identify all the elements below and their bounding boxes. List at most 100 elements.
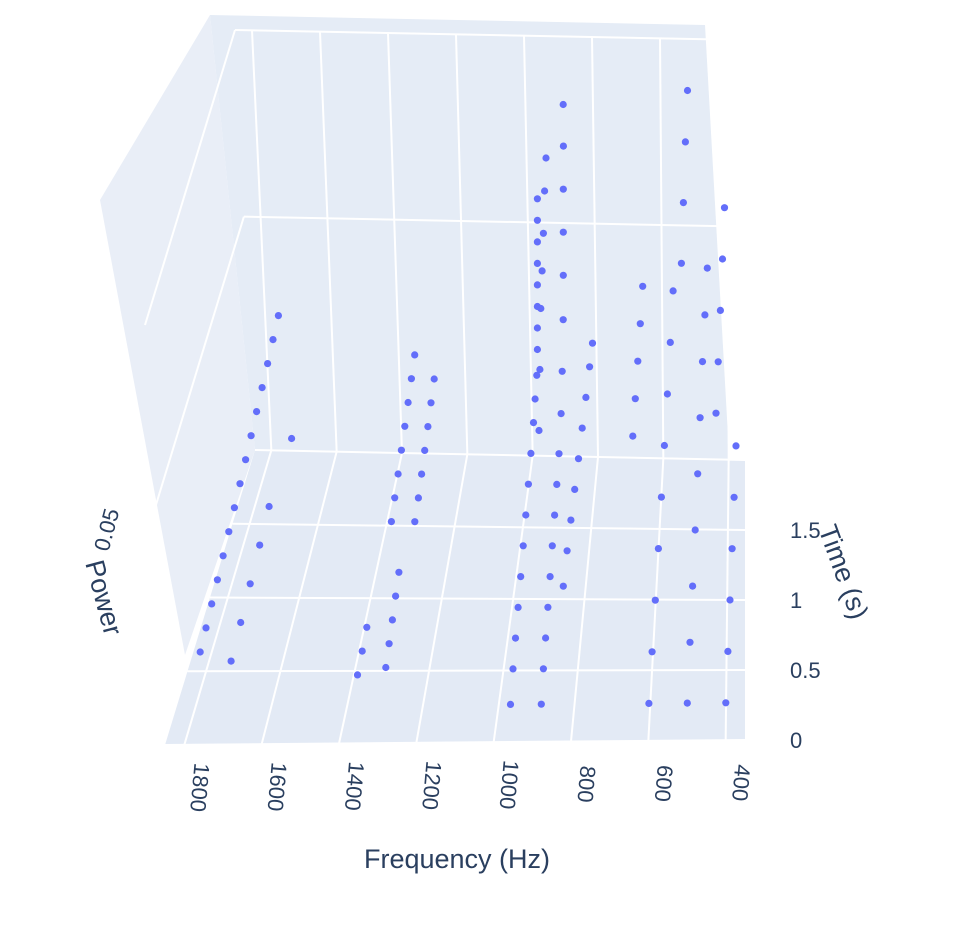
- data-point[interactable]: [527, 449, 535, 457]
- data-point[interactable]: [529, 419, 538, 427]
- data-point[interactable]: [724, 647, 732, 656]
- data-point[interactable]: [404, 398, 412, 407]
- data-point[interactable]: [696, 414, 704, 422]
- data-point[interactable]: [542, 154, 550, 162]
- data-point[interactable]: [574, 455, 583, 463]
- data-point[interactable]: [567, 516, 575, 524]
- data-point[interactable]: [694, 470, 702, 478]
- data-point[interactable]: [557, 410, 565, 418]
- data-point[interactable]: [559, 100, 567, 109]
- data-point[interactable]: [634, 357, 642, 365]
- data-point[interactable]: [353, 671, 362, 679]
- data-point[interactable]: [411, 351, 419, 359]
- data-point[interactable]: [686, 638, 694, 646]
- data-point[interactable]: [253, 408, 261, 416]
- data-point[interactable]: [363, 623, 371, 631]
- data-point[interactable]: [537, 700, 545, 708]
- data-point[interactable]: [385, 640, 393, 648]
- data-point[interactable]: [358, 647, 366, 655]
- data-point[interactable]: [648, 648, 656, 656]
- data-point[interactable]: [411, 518, 419, 526]
- data-point[interactable]: [716, 306, 725, 314]
- data-point[interactable]: [535, 426, 543, 435]
- data-point[interactable]: [582, 393, 590, 401]
- data-point[interactable]: [230, 504, 238, 512]
- data-point[interactable]: [394, 470, 402, 478]
- data-point[interactable]: [387, 518, 395, 526]
- data-point[interactable]: [553, 480, 561, 488]
- data-point[interactable]: [555, 450, 563, 458]
- data-point[interactable]: [225, 528, 233, 536]
- data-point[interactable]: [237, 618, 245, 627]
- data-point[interactable]: [720, 204, 729, 212]
- data-point[interactable]: [559, 582, 567, 590]
- data-point[interactable]: [382, 663, 390, 672]
- data-point[interactable]: [264, 360, 272, 368]
- data-point[interactable]: [533, 324, 542, 332]
- data-point[interactable]: [712, 409, 720, 417]
- data-point[interactable]: [571, 485, 579, 493]
- data-point[interactable]: [588, 339, 597, 347]
- data-point[interactable]: [288, 434, 296, 443]
- data-point[interactable]: [683, 86, 692, 95]
- data-point[interactable]: [430, 375, 438, 383]
- data-point[interactable]: [691, 526, 699, 534]
- data-point[interactable]: [265, 502, 273, 511]
- data-point[interactable]: [517, 573, 525, 581]
- data-point[interactable]: [388, 616, 396, 624]
- data-point[interactable]: [639, 282, 647, 290]
- data-point[interactable]: [219, 552, 227, 560]
- data-point[interactable]: [247, 432, 255, 440]
- data-point[interactable]: [666, 338, 674, 346]
- data-point[interactable]: [657, 493, 666, 501]
- data-point[interactable]: [227, 657, 235, 665]
- data-point[interactable]: [541, 187, 549, 195]
- data-point[interactable]: [539, 229, 548, 237]
- data-point[interactable]: [651, 596, 659, 604]
- data-point[interactable]: [391, 494, 399, 502]
- data-point[interactable]: [414, 494, 422, 502]
- data-point[interactable]: [196, 648, 204, 656]
- data-point[interactable]: [660, 441, 669, 450]
- data-point[interactable]: [533, 371, 541, 379]
- data-point[interactable]: [645, 699, 653, 708]
- data-point[interactable]: [722, 699, 730, 707]
- data-point[interactable]: [533, 281, 542, 289]
- data-point[interactable]: [539, 665, 548, 673]
- data-point[interactable]: [681, 138, 690, 146]
- data-point[interactable]: [418, 470, 426, 478]
- data-point[interactable]: [533, 345, 542, 354]
- data-point[interactable]: [654, 545, 663, 553]
- data-point[interactable]: [629, 432, 637, 440]
- data-point[interactable]: [256, 541, 264, 549]
- data-point[interactable]: [242, 456, 250, 464]
- data-point[interactable]: [683, 699, 691, 707]
- data-point[interactable]: [533, 216, 542, 224]
- data-point[interactable]: [524, 480, 533, 488]
- data-point[interactable]: [726, 596, 734, 604]
- data-point[interactable]: [586, 363, 594, 371]
- data-point[interactable]: [728, 545, 736, 553]
- data-point[interactable]: [732, 442, 740, 450]
- data-point[interactable]: [522, 511, 530, 519]
- data-point[interactable]: [427, 399, 435, 407]
- data-point[interactable]: [424, 423, 432, 431]
- data-point[interactable]: [533, 238, 542, 246]
- data-point[interactable]: [269, 336, 277, 344]
- data-point[interactable]: [698, 358, 707, 366]
- data-point[interactable]: [663, 390, 672, 398]
- data-point[interactable]: [689, 582, 697, 590]
- data-point[interactable]: [559, 185, 567, 193]
- data-point[interactable]: [559, 228, 567, 236]
- data-point[interactable]: [401, 422, 409, 430]
- data-point[interactable]: [631, 395, 639, 403]
- data-point[interactable]: [514, 603, 522, 612]
- data-point[interactable]: [559, 142, 568, 150]
- data-point[interactable]: [511, 634, 520, 642]
- data-point[interactable]: [536, 365, 544, 374]
- data-point[interactable]: [397, 446, 405, 454]
- data-point[interactable]: [519, 542, 527, 550]
- data-point[interactable]: [258, 384, 266, 392]
- data-point[interactable]: [677, 259, 686, 267]
- data-point[interactable]: [392, 592, 400, 600]
